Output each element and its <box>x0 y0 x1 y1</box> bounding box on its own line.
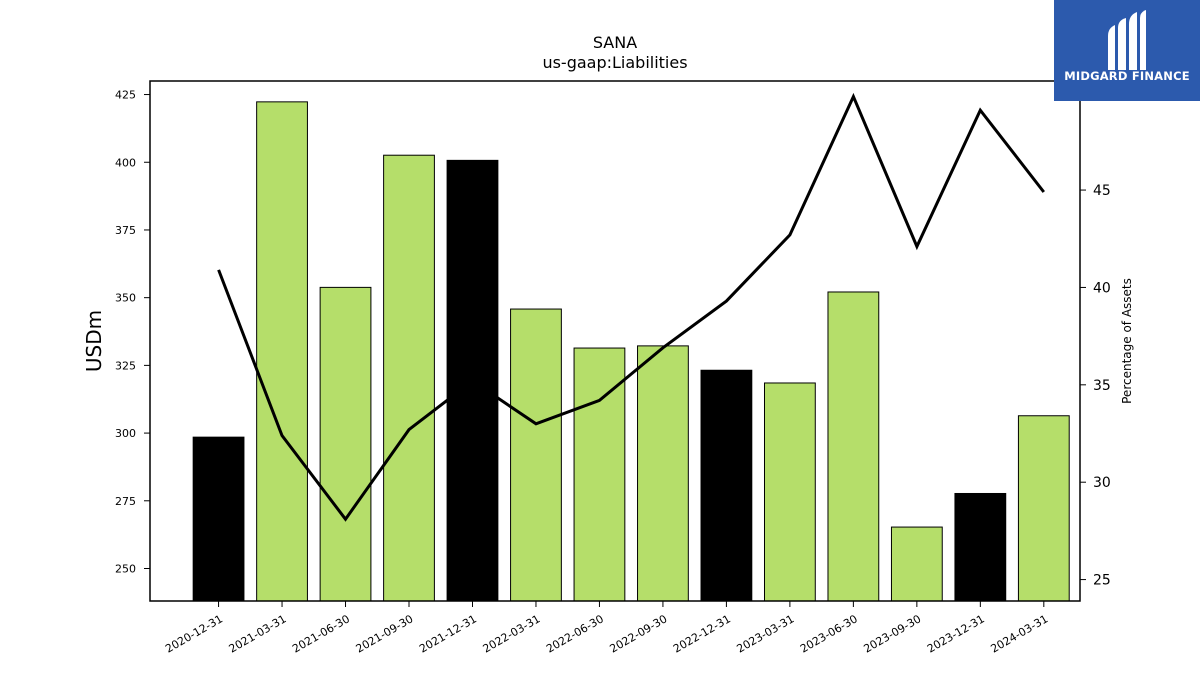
bar-2021-06-30 <box>319 286 372 602</box>
bar-2023-09-30 <box>890 526 943 602</box>
y2-tick-label: 40 <box>1093 280 1111 296</box>
chart-title: SANA <box>593 33 637 52</box>
x-tick-label: 2022-12-31 <box>671 612 733 655</box>
bar-2022-06-30 <box>573 347 626 602</box>
y-tick-label: 250 <box>115 563 136 576</box>
chart-subtitle: us-gaap:Liabilities <box>542 53 687 72</box>
x-tick-label: 2021-06-30 <box>290 612 352 655</box>
y2-tick-label: 45 <box>1093 183 1111 199</box>
brand-logo-text: MIDGARD FINANCE <box>1064 69 1190 83</box>
y-tick-label: 325 <box>115 359 136 372</box>
x-tick-label: 2021-09-30 <box>354 612 416 655</box>
bar-group <box>192 101 1070 602</box>
bar-2021-09-30 <box>383 154 435 602</box>
line-group <box>217 92 1045 522</box>
percentage-line <box>217 92 1045 522</box>
y-axis-label: USDm <box>82 310 106 372</box>
bar-2022-09-30 <box>637 345 689 602</box>
bar-2023-06-30 <box>827 291 880 602</box>
x-tick-label: 2023-06-30 <box>798 612 860 655</box>
x-tick-label: 2021-12-31 <box>417 612 479 655</box>
x-tick-label: 2023-03-31 <box>735 612 797 655</box>
y2-axis: 253035404550 <box>1080 86 1111 589</box>
bar-2022-03-31 <box>510 308 562 602</box>
y2-tick-label: 35 <box>1093 378 1111 394</box>
x-tick-label: 2022-09-30 <box>608 612 670 655</box>
x-axis: 2020-12-31 2021-03-31 2021-06-30 2021-09-30… <box>163 601 1050 656</box>
x-tick-label: 2022-06-30 <box>544 612 606 655</box>
x-tick-label: 2022-03-31 <box>481 612 543 655</box>
x-tick-label: 2021-03-31 <box>227 612 289 655</box>
y-tick-label: 350 <box>115 292 136 305</box>
bar-2023-03-31 <box>763 382 816 602</box>
y-tick-label: 425 <box>115 89 136 102</box>
y-tick-label: 375 <box>115 224 136 237</box>
bar-2023-12-31 <box>954 492 1007 602</box>
brand-logo: MIDGARD FINANCE <box>1054 0 1200 101</box>
y-axis: 250 275 300 325 350 375 400 425 <box>115 89 150 576</box>
bar-2021-03-31 <box>256 101 308 602</box>
y-tick-label: 300 <box>115 427 136 440</box>
y-tick-label: 275 <box>115 495 136 508</box>
plot-frame <box>149 80 1081 602</box>
x-tick-label: 2024-03-31 <box>988 612 1050 655</box>
x-tick-label: 2023-12-31 <box>925 612 987 655</box>
brand-logo-icon <box>1108 10 1146 70</box>
bar-2022-12-31 <box>700 369 753 602</box>
y2-tick-label: 30 <box>1093 475 1111 491</box>
y2-tick-label: 25 <box>1093 573 1111 589</box>
x-tick-label: 2023-09-30 <box>861 612 923 655</box>
y-tick-label: 400 <box>115 156 136 169</box>
y2-axis-label: Percentage of Assets <box>1120 278 1134 404</box>
x-tick-label: 2020-12-31 <box>163 612 225 655</box>
bar-2020-12-31 <box>192 436 245 602</box>
bar-2024-03-31 <box>1017 415 1070 602</box>
